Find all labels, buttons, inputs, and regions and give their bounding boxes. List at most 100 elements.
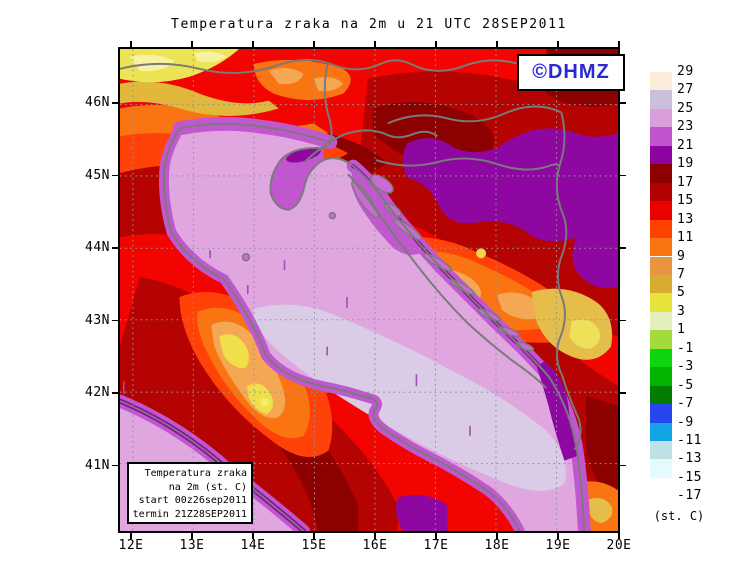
x-axis-label: 13E — [179, 538, 205, 553]
x-axis-tick — [557, 41, 559, 47]
y-axis-tick — [112, 319, 118, 322]
sea-warm-patch — [253, 304, 566, 491]
legend-label: 29 — [677, 64, 694, 79]
x-axis-label: 17E — [423, 538, 449, 553]
y-axis-tick — [620, 392, 626, 394]
y-axis-label: 45N — [85, 167, 110, 183]
x-axis-tick — [374, 533, 376, 539]
y-axis-tick — [112, 102, 118, 104]
legend-label: 11 — [677, 230, 694, 246]
legend-swatch — [650, 72, 672, 91]
y-axis-tick — [112, 392, 118, 394]
legend-label: 23 — [677, 119, 694, 135]
y-axis-label: 43N — [85, 312, 110, 328]
legend-label: -7 — [677, 396, 694, 412]
temperature-map — [120, 49, 618, 531]
info-line: Temperatura zraka — [144, 468, 247, 479]
x-axis-tick — [252, 533, 254, 539]
legend-swatch — [650, 164, 672, 183]
legend-label: -11 — [677, 433, 702, 448]
page-title: Temperatura zraka na 2m u 21 UTC 28SEP20… — [171, 17, 567, 32]
legend-label: 27 — [677, 82, 694, 98]
info-box: Temperatura zraka na 2m (st. C) start 00… — [127, 462, 253, 524]
legend-swatch — [650, 330, 672, 349]
legend-label: 3 — [677, 303, 686, 319]
legend-label: 17 — [677, 174, 694, 190]
x-axis-tick — [496, 533, 498, 539]
x-axis-label: 12E — [118, 538, 144, 553]
x-axis-label: 18E — [484, 538, 510, 553]
legend-label: 15 — [677, 193, 694, 209]
y-axis-tick — [620, 102, 626, 104]
info-line: termin 21Z28SEP2011 — [132, 508, 247, 520]
istria-fill — [270, 147, 324, 210]
south-purple-patch — [396, 495, 448, 531]
y-axis-label: 46N — [85, 95, 110, 110]
legend-swatch — [650, 422, 672, 441]
legend-swatch — [650, 367, 672, 386]
sea-streaks — [122, 250, 471, 436]
x-axis-tick — [191, 41, 193, 47]
legend-label: 5 — [677, 285, 686, 301]
istria-purple-band — [286, 147, 321, 163]
legend-label: 21 — [677, 137, 694, 153]
legend-swatch — [650, 108, 672, 128]
legend-swatch — [650, 274, 672, 294]
x-axis-tick — [130, 533, 132, 539]
legend-label: -1 — [677, 340, 694, 356]
legend-swatch — [650, 459, 672, 478]
y-axis-tick — [112, 174, 118, 177]
legend-swatch — [650, 348, 672, 368]
y-axis-label: 44N — [85, 240, 110, 255]
x-axis-label: 16E — [362, 538, 388, 553]
map-frame — [118, 47, 620, 533]
x-axis-tick — [130, 41, 132, 47]
legend-swatch — [650, 90, 672, 109]
legend-swatch — [650, 311, 672, 331]
x-axis-label: 14E — [240, 538, 266, 553]
x-axis-tick — [496, 41, 498, 47]
legend-swatch — [650, 182, 672, 202]
legend-label: 1 — [677, 322, 686, 338]
montenegro-purple — [536, 361, 579, 461]
x-axis-label: 20E — [606, 538, 632, 553]
y-axis-tick — [620, 247, 626, 249]
y-axis-tick — [620, 464, 626, 467]
info-line: na 2m (st. C) — [168, 481, 247, 493]
legend-label: 25 — [677, 100, 694, 116]
y-axis-tick — [112, 464, 118, 467]
legend-unit-label: (st. C) — [653, 509, 705, 523]
x-axis-label: 19E — [545, 538, 571, 553]
legend-swatch — [650, 385, 672, 405]
x-axis-tick — [191, 533, 193, 539]
legend-label: -9 — [677, 414, 694, 430]
x-axis-tick — [435, 533, 437, 539]
purple-warm-region — [402, 128, 618, 289]
x-axis-tick — [313, 41, 315, 47]
legend-swatch — [650, 145, 672, 165]
x-axis-tick — [618, 533, 620, 539]
branding-box: ©DHMZ — [517, 54, 625, 91]
legend-label: 9 — [677, 248, 686, 264]
info-line: start 00z26sep2011 — [138, 495, 247, 506]
x-axis-label: 15E — [301, 538, 327, 553]
legend-label: -3 — [677, 359, 694, 375]
legend-swatch — [650, 256, 672, 275]
legend-swatch — [650, 477, 672, 497]
y-axis-tick — [112, 247, 118, 249]
legend-label: 13 — [677, 211, 694, 227]
apennine-cool-region — [179, 291, 333, 458]
y-axis-label: 41N — [85, 457, 110, 473]
legend-label: -13 — [677, 451, 702, 467]
legend-swatch — [650, 238, 672, 257]
y-axis-tick — [620, 174, 626, 177]
x-axis-tick — [435, 41, 437, 47]
x-axis-tick — [618, 41, 620, 47]
legend-label: -17 — [677, 488, 702, 504]
legend-swatch — [650, 201, 672, 220]
legend-swatch — [650, 404, 672, 423]
legend-label: 19 — [677, 156, 694, 172]
legend-label: 7 — [677, 266, 686, 282]
x-axis-tick — [557, 533, 559, 539]
